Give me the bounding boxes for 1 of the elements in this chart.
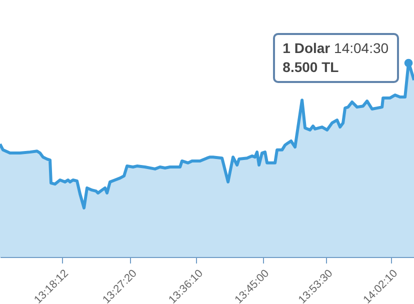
annotation: 1 Dolar 14:04:30 8.500 TL bbox=[282, 39, 389, 76]
